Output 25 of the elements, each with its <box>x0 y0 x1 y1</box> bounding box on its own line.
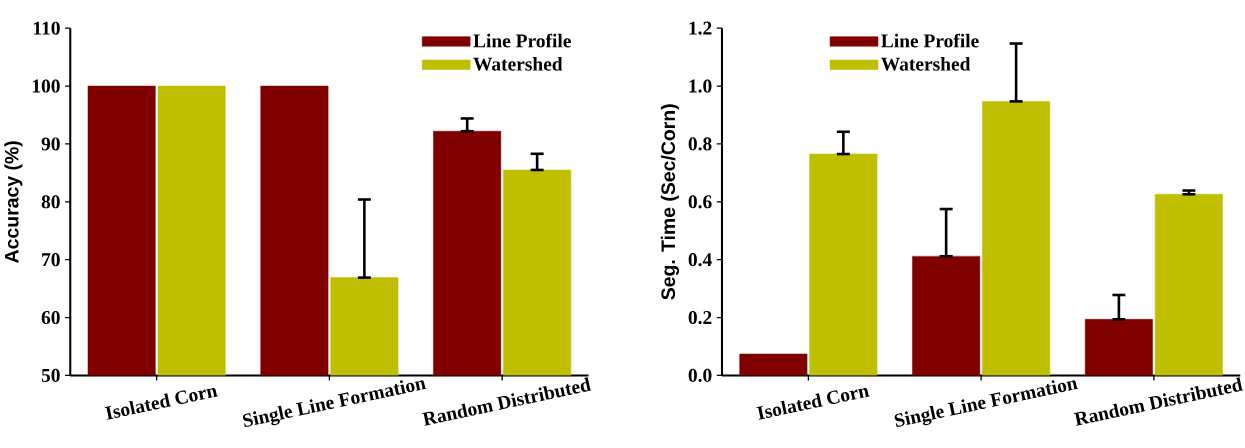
bar <box>1154 194 1223 376</box>
y-tick-label: 70 <box>42 253 60 267</box>
x-tick-label: Isolated Corn <box>756 387 870 420</box>
y-tick-label: 1.0 <box>689 79 712 93</box>
y-tick-label: 110 <box>33 21 60 35</box>
y-tick-label: 0.4 <box>688 253 712 267</box>
y-tick-label: 0.0 <box>688 368 712 383</box>
y-tick-label: 50 <box>41 368 60 382</box>
y-axis-title: Accuracy (%) <box>4 141 23 263</box>
y-axis-title: Seg. Time (Sec/Corn) <box>660 104 680 300</box>
y-tick-label: 0.6 <box>688 195 712 209</box>
bar <box>982 101 1051 376</box>
y-tick-label: 1.2 <box>689 21 712 35</box>
y-tick-label: 90 <box>41 137 60 151</box>
legend-label: Watershed <box>881 57 971 71</box>
bar <box>809 153 878 376</box>
legend-label: Watershed <box>473 57 563 71</box>
legend-label: Line Profile <box>473 33 571 48</box>
y-tick-label: 100 <box>32 79 60 93</box>
y-tick-label: 60 <box>41 311 60 325</box>
y-tick-label: 0.8 <box>688 137 712 151</box>
y-tick-label: 80 <box>41 195 60 209</box>
y-tick-label: 0.2 <box>688 310 712 325</box>
x-tick-label: Isolated Corn <box>104 387 218 420</box>
legend-label: Line Profile <box>881 33 979 48</box>
